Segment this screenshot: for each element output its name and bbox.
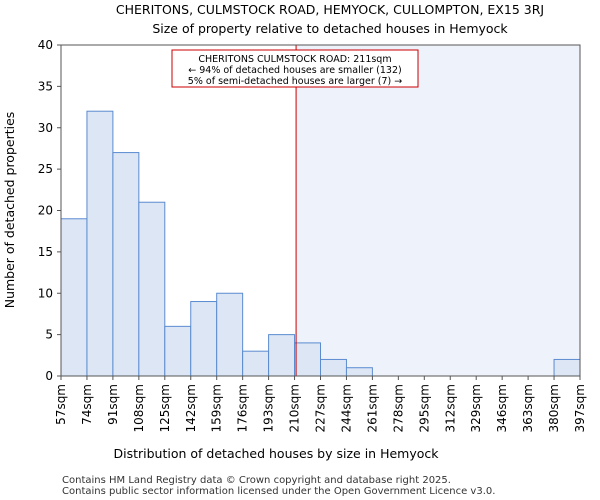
x-tick-label: 397sqm: [573, 384, 587, 432]
bar-159sqm: [216, 292, 244, 377]
x-tick-label: 312sqm: [443, 384, 457, 432]
x-tick-label: 74sqm: [80, 384, 94, 425]
chart-title: CHERITONS, CULMSTOCK ROAD, HEMYOCK, CULL…: [116, 2, 544, 17]
bar-380sqm: [553, 358, 581, 377]
annotation-border: [171, 49, 419, 88]
y-tick-label: 30: [38, 121, 53, 135]
y-tick-label: 35: [38, 79, 53, 93]
y-tick-label: 20: [38, 204, 53, 218]
x-tick-label: 193sqm: [262, 384, 276, 432]
annotation-line-1: CHERITONS CULMSTOCK ROAD: 211sqm: [198, 54, 391, 65]
bar-244sqm: [345, 367, 373, 377]
x-tick-label: 295sqm: [417, 384, 431, 432]
x-tick-label: 210sqm: [288, 384, 302, 432]
x-tick-label: 108sqm: [132, 384, 146, 432]
bar-108sqm: [138, 201, 166, 377]
x-tick-label: 227sqm: [314, 384, 328, 432]
x-tick-label: 278sqm: [391, 384, 405, 432]
y-tick-label: 5: [45, 328, 53, 342]
bar-74sqm: [86, 110, 114, 377]
x-tick-label: 380sqm: [547, 384, 561, 432]
x-tick-label: 261sqm: [365, 384, 379, 432]
annotation-line-2: ← 94% of detached houses are smaller (13…: [188, 65, 401, 76]
y-axis-label: Number of detached properties: [2, 112, 17, 309]
x-tick-label: 346sqm: [495, 384, 509, 432]
bars-layer: [60, 110, 581, 377]
bar-91sqm: [112, 152, 140, 377]
larger-region: [296, 45, 580, 376]
y-tick-label: 10: [38, 286, 53, 300]
bar-176sqm: [242, 350, 270, 377]
x-ticks: 57sqm 74sqm 91sqm 108sqm 125sqm 142sqm 159sqm 1…: [54, 376, 587, 432]
x-tick-label: 91sqm: [106, 384, 120, 425]
footer-line-1: Contains HM Land Registry data © Crown c…: [62, 475, 451, 486]
y-ticks: 0 5 10 15 20 25 30 35 40: [38, 38, 61, 383]
y-tick-label: 40: [38, 38, 53, 52]
x-tick-label: 142sqm: [184, 384, 198, 432]
x-tick-label: 329sqm: [469, 384, 483, 432]
chart-subtitle: Size of property relative to detached ho…: [152, 21, 508, 36]
annotation-box: CHERITONS CULMSTOCK ROAD: 211sqm ← 94% o…: [171, 49, 419, 88]
x-tick-label: 176sqm: [236, 384, 250, 432]
x-tick-label: 244sqm: [339, 384, 353, 432]
footer-line-2: Contains public sector information licen…: [62, 486, 495, 497]
x-tick-label: 363sqm: [521, 384, 535, 432]
y-tick-label: 0: [45, 369, 53, 383]
bar-57sqm: [60, 218, 88, 377]
x-axis-label: Distribution of detached houses by size …: [114, 446, 440, 461]
highlight-layer: [296, 45, 580, 376]
y-tick-label: 25: [38, 162, 53, 176]
bar-210sqm: [294, 342, 321, 377]
x-tick-label: 125sqm: [158, 384, 172, 432]
x-tick-label: 57sqm: [54, 384, 68, 425]
bar-193sqm: [268, 334, 296, 377]
bar-125sqm: [164, 325, 192, 377]
bar-142sqm: [190, 301, 218, 377]
bar-227sqm: [320, 358, 347, 377]
x-tick-label: 159sqm: [210, 384, 224, 432]
annotation-line-3: 5% of semi-detached houses are larger (7…: [188, 76, 402, 87]
y-tick-label: 15: [38, 245, 53, 259]
